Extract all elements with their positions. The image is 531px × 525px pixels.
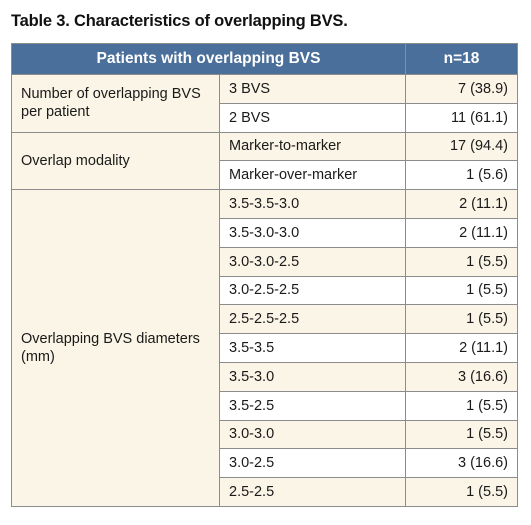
value-cell: 3 (16.6) xyxy=(405,448,518,479)
table-row: Number of overlapping BVS per patient 3 B… xyxy=(11,74,518,133)
category-cell: 3.0-3.0-2.5 xyxy=(219,246,406,277)
category-cell: 3.0-2.5 xyxy=(219,448,406,479)
category-cell: 3.0-3.0 xyxy=(219,419,406,450)
category-cell: Marker-over-marker xyxy=(219,160,406,191)
characteristics-table: Patients with overlapping BVS n=18 Numbe… xyxy=(11,43,518,507)
category-cell: 2 BVS xyxy=(219,102,406,133)
value-cell: 2 (11.1) xyxy=(405,333,518,363)
value-cell: 1 (5.6) xyxy=(405,160,518,191)
value-cell: 7 (38.9) xyxy=(405,74,518,104)
value-cell: 2 (11.1) xyxy=(405,189,518,219)
value-cell: 1 (5.5) xyxy=(405,304,518,335)
parameter-label: Overlap modality xyxy=(11,131,220,191)
value-cell: 2 (11.1) xyxy=(405,217,518,248)
table-row: 3.0-2.5 3 (16.6) xyxy=(12,448,518,479)
table-row: 3.0-3.0-2.5 1 (5.5) xyxy=(12,246,518,277)
category-cell: 3 BVS xyxy=(219,74,406,104)
table-row: 2.5-2.5 1 (5.5) xyxy=(12,477,518,507)
value-cell: 17 (94.4) xyxy=(405,131,518,162)
value-cell: 1 (5.5) xyxy=(405,390,518,421)
parameter-label: Number of overlapping BVS per patient xyxy=(11,74,220,133)
table-row: Overlapping BVS diameters (mm) 3.5-3.5-3.… xyxy=(11,189,518,507)
table-row: 3.0-3.0 1 (5.5) xyxy=(12,419,518,450)
value-cell: 1 (5.5) xyxy=(405,275,518,306)
table-body: Number of overlapping BVS per patient 3 B… xyxy=(11,74,518,507)
category-cell: 3.5-3.5-3.0 xyxy=(219,189,406,219)
category-cell: 3.5-3.5 xyxy=(219,333,406,363)
value-cell: 1 (5.5) xyxy=(405,419,518,450)
value-cell: 3 (16.6) xyxy=(405,361,518,392)
table-row: Overlap modality Marker-to-marker 17 (94.4… xyxy=(11,131,518,191)
category-cell: 3.5-2.5 xyxy=(219,390,406,421)
header-n: n=18 xyxy=(405,43,518,75)
table-row: 3.5-3.0 3 (16.6) xyxy=(12,361,518,392)
table-header-row: Patients with overlapping BVS n=18 xyxy=(11,43,518,75)
category-cell: 2.5-2.5 xyxy=(219,477,406,507)
table-row: 3.5-3.0-3.0 2 (11.1) xyxy=(12,217,518,248)
table-row: 2 BVS 11 (61.1) xyxy=(12,102,518,133)
table-row: 3.5-3.5 2 (11.1) xyxy=(12,333,518,363)
table-row: 3.0-2.5-2.5 1 (5.5) xyxy=(12,275,518,306)
value-cell: 1 (5.5) xyxy=(405,246,518,277)
category-cell: Marker-to-marker xyxy=(219,131,406,162)
table-row: 2.5-2.5-2.5 1 (5.5) xyxy=(12,304,518,335)
header-patients: Patients with overlapping BVS xyxy=(11,43,406,75)
value-cell: 11 (61.1) xyxy=(405,102,518,133)
table-caption: Table 3. Characteristics of overlapping … xyxy=(11,12,348,30)
category-cell: 3.0-2.5-2.5 xyxy=(219,275,406,306)
value-cell: 1 (5.5) xyxy=(405,477,518,507)
category-cell: 3.5-3.0 xyxy=(219,361,406,392)
parameter-label: Overlapping BVS diameters (mm) xyxy=(11,189,220,507)
category-cell: 3.5-3.0-3.0 xyxy=(219,217,406,248)
category-cell: 2.5-2.5-2.5 xyxy=(219,304,406,335)
